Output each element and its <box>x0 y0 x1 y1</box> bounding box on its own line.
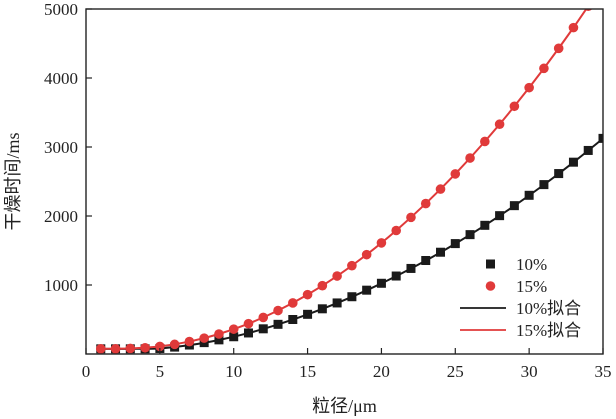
data-point-circle <box>273 305 283 316</box>
data-point-circle <box>317 280 328 291</box>
data-point-square <box>332 298 342 308</box>
data-point-square <box>421 256 431 266</box>
plot-frame <box>85 8 604 355</box>
data-point-square <box>347 292 357 302</box>
data-point-circle <box>258 312 269 323</box>
x-tick-label: 0 <box>82 362 91 381</box>
data-point-circle <box>110 344 121 354</box>
data-point-square <box>568 157 578 167</box>
data-point-square <box>288 315 298 324</box>
x-tick-label: 10 <box>225 362 242 381</box>
data-point-circle <box>361 249 372 260</box>
data-point-square <box>376 278 386 288</box>
data-point-square <box>554 169 564 179</box>
data-point-circle <box>465 153 475 163</box>
data-point-circle <box>450 169 461 179</box>
data-point-square <box>524 190 534 200</box>
x-axis-title: 粒径/μm <box>312 396 377 416</box>
data-point-circle <box>420 198 431 209</box>
y-tick-label: 4000 <box>44 69 78 88</box>
data-point-circle <box>376 238 387 248</box>
data-point-square <box>273 319 283 329</box>
data-point-square <box>243 328 253 338</box>
data-point-circle <box>184 336 195 347</box>
y-tick-label: 1000 <box>44 276 78 295</box>
data-point-square <box>465 230 475 240</box>
axes: 0 5 10 15 20 25 30 35 1000 2000 3000 4000 5000 粒径/μm 干… <box>3 0 612 416</box>
data-point-circle <box>509 101 520 112</box>
data-point-circle <box>140 342 150 353</box>
data-point-circle <box>494 119 505 130</box>
data-point-square <box>303 309 313 319</box>
legend-marker-circle <box>485 281 496 291</box>
data-point-circle <box>243 318 254 329</box>
data-point-circle <box>125 343 136 354</box>
data-point-square <box>598 133 603 143</box>
data-point-circle <box>214 329 224 339</box>
plot-area <box>95 9 603 354</box>
y-tick-label: 2000 <box>44 207 78 226</box>
data-point-circle <box>524 82 534 93</box>
x-tick-label: 25 <box>447 362 464 381</box>
data-point-circle <box>155 341 165 352</box>
data-point-square <box>258 324 268 334</box>
data-point-circle <box>539 63 549 74</box>
legend-label: 10% <box>516 255 547 274</box>
data-point-circle <box>553 43 564 54</box>
legend-label: 15% <box>516 277 547 296</box>
legend-marker-square <box>486 259 495 269</box>
data-point-square <box>450 239 460 249</box>
data-point-square <box>214 335 224 345</box>
data-point-square <box>495 211 505 221</box>
data-point-square <box>391 271 401 281</box>
data-point-square <box>539 180 549 190</box>
data-point-circle <box>288 298 298 308</box>
x-tick-label: 5 <box>156 362 165 381</box>
data-point-circle <box>480 136 490 147</box>
data-point-square <box>583 145 593 155</box>
data-point-square <box>436 247 446 257</box>
data-point-circle <box>169 339 180 350</box>
data-point-circle <box>228 324 239 334</box>
data-point-circle <box>199 333 209 343</box>
data-point-square <box>406 263 416 273</box>
x-tick-label: 20 <box>373 362 390 381</box>
data-point-circle <box>391 225 402 236</box>
legend-label: 10%拟合 <box>516 299 581 318</box>
x-tick-label: 35 <box>595 362 612 381</box>
x-tick-label: 15 <box>299 362 316 381</box>
y-tick-label: 5000 <box>44 0 78 19</box>
legend-label: 15%拟合 <box>516 321 581 340</box>
data-point-circle <box>347 260 357 271</box>
data-point-circle <box>302 289 313 300</box>
x-tick-label: 30 <box>521 362 538 381</box>
data-point-circle <box>568 22 579 33</box>
data-point-square <box>229 332 239 342</box>
legend: 10% 15% 10%拟合 15%拟合 <box>460 255 581 340</box>
y-axis-title: 干燥时间/ms <box>3 132 23 230</box>
data-point-square <box>362 285 372 295</box>
data-point-circle <box>406 212 416 223</box>
data-point-circle <box>332 271 342 281</box>
data-point-square <box>509 201 519 211</box>
data-point-square <box>317 304 327 314</box>
data-point-square <box>480 220 490 230</box>
y-tick-label: 3000 <box>44 138 78 157</box>
data-point-circle <box>435 184 446 194</box>
data-point-circle <box>95 344 106 354</box>
